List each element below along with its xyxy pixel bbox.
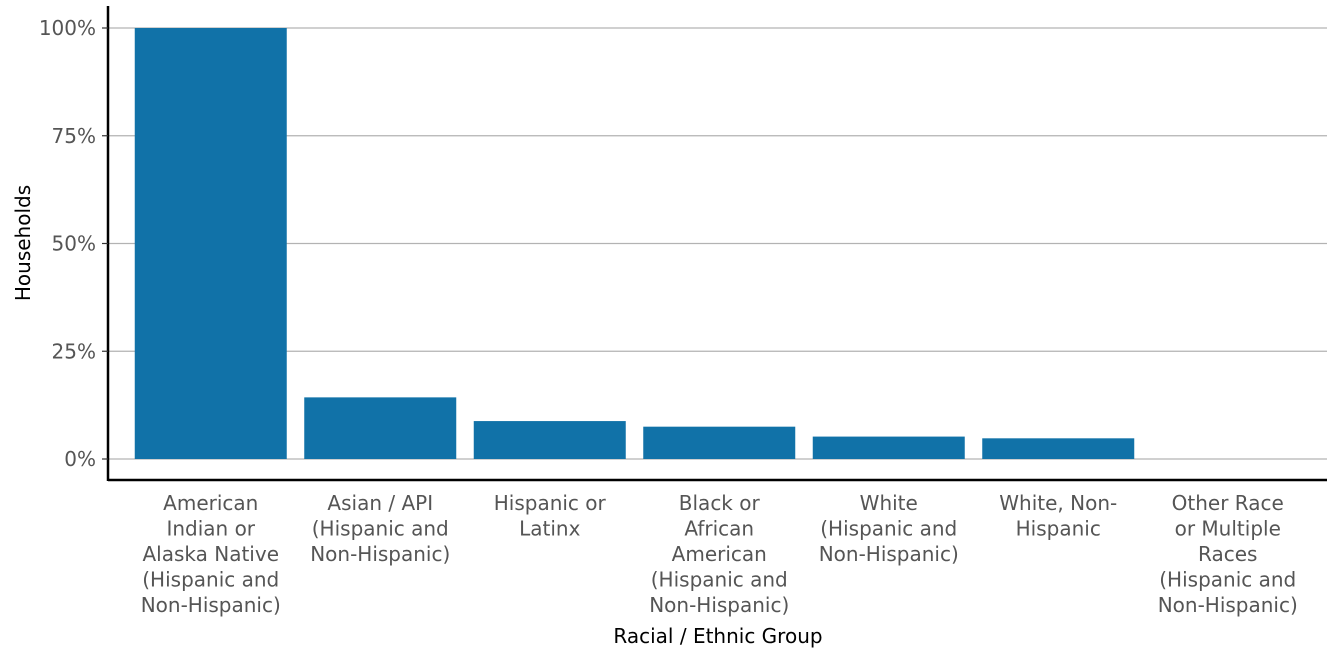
x-tick-label-line: African: [684, 517, 754, 541]
x-tick-label-line: Asian / API: [327, 491, 433, 515]
x-tick-label: White (Hispanic and Non-Hispanic): [819, 491, 959, 566]
x-tick-label-line: Indian or: [166, 517, 255, 541]
x-tick-label-line: Non-Hispanic): [141, 593, 281, 617]
x-tick-label-line: Hispanic: [1016, 517, 1101, 541]
x-tick-label-line: Black or: [679, 491, 761, 515]
bar: [473, 421, 626, 459]
x-tick-label-line: (Hispanic and: [142, 568, 279, 592]
x-tick-label-line: Latinx: [519, 517, 580, 541]
bars: [134, 28, 1135, 459]
x-tick-label-line: Races: [1198, 542, 1257, 566]
x-tick-label: Asian / API (Hispanic and Non-Hispanic): [310, 491, 450, 566]
x-tick-label-line: (Hispanic and: [820, 517, 957, 541]
x-tick-label-line: Alaska Native: [142, 542, 279, 566]
y-tick-label: 0%: [64, 447, 96, 471]
x-tick-label-line: Non-Hispanic): [819, 542, 959, 566]
y-tick-label: 25%: [52, 339, 96, 363]
x-tick-label-line: Other Race: [1172, 491, 1284, 515]
y-axis-title: Households: [11, 185, 35, 301]
x-tick-label: White, Non-Hispanic: [999, 491, 1117, 541]
x-tick-label: Hispanic or Latinx: [494, 491, 607, 541]
bar: [982, 438, 1135, 459]
x-tick-label: Other Race or Multiple Races (Hispanic and N…: [1158, 491, 1298, 617]
x-tick-label-line: or Multiple: [1175, 517, 1281, 541]
x-axis-title: Racial / Ethnic Group: [613, 624, 822, 648]
bar: [812, 436, 965, 459]
x-tick-label-line: American: [163, 491, 258, 515]
gridlines: [108, 27, 1327, 460]
y-tick-label: 50%: [52, 232, 96, 256]
y-tick-label: 75%: [52, 124, 96, 148]
bar: [304, 397, 457, 459]
x-tick-label-line: Non-Hispanic): [1158, 593, 1298, 617]
y-tick-labels: 0% 25% 50% 75% 100%: [39, 16, 108, 471]
y-tick-label: 100%: [39, 16, 96, 40]
x-tick-label-line: American: [672, 542, 767, 566]
x-tick-label-line: White, Non-: [999, 491, 1117, 515]
x-tick-label: American Indian or Alaska Native (Hispanic …: [141, 491, 281, 617]
bar: [643, 426, 796, 459]
x-tick-label-line: Non-Hispanic): [310, 542, 450, 566]
bar: [134, 28, 287, 459]
x-tick-label-line: (Hispanic and: [1159, 568, 1296, 592]
x-tick-label-line: (Hispanic and: [651, 568, 788, 592]
x-tick-label-line: Hispanic or: [494, 491, 607, 515]
x-tick-label: Black or African American (Hispanic and Non-…: [649, 491, 789, 617]
x-tick-label-line: White: [860, 491, 918, 515]
x-tick-labels: American Indian or Alaska Native (Hispanic …: [141, 491, 1298, 617]
x-tick-label-line: (Hispanic and: [312, 517, 449, 541]
x-tick-label-line: Non-Hispanic): [649, 593, 789, 617]
